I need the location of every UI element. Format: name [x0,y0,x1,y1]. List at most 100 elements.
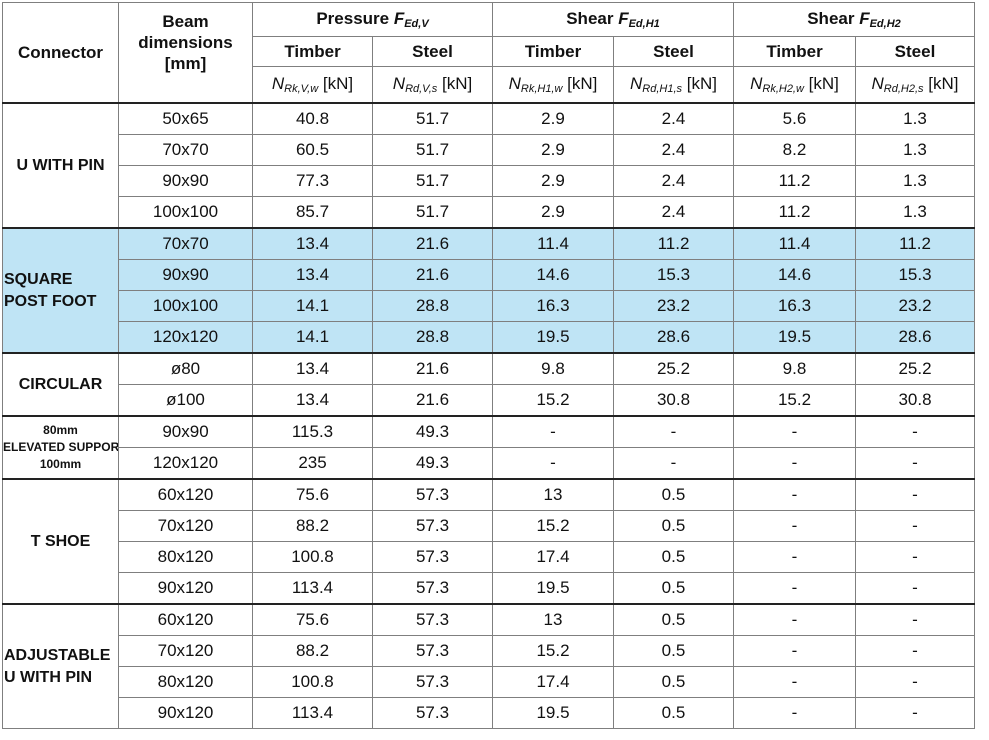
value-cell: 8.2 [733,134,856,166]
value-cell: 2.4 [613,196,734,229]
group-name: Shear [566,9,619,28]
symbol: N [871,74,884,93]
value-cell: 16.3 [733,290,856,322]
connector-name: 80mm [43,423,78,437]
value-cell: 57.3 [372,603,493,636]
value-cell: 100x100 [118,290,253,322]
value-cell: - [733,510,856,542]
value-cell: 30.8 [613,384,734,417]
value-cell: 2.4 [613,134,734,166]
value-cell: 15.2 [492,510,614,542]
value-cell: 30.8 [855,384,975,417]
symbol: N [392,74,406,93]
value-cell: 57.3 [372,635,493,667]
value-cell: - [855,541,975,573]
material-header: Timber [252,36,373,67]
value-cell: 235 [252,447,373,480]
value-cell: 25.2 [855,352,975,385]
value-cell: - [733,666,856,698]
table-row: 100x100 85.7 51.7 2.9 2.4 11.2 1.3 [3,196,975,229]
value-cell: 90x90 [118,165,253,197]
value-cell: - [733,415,856,448]
value-cell: 28.8 [372,290,493,322]
subscript: Ed,V [404,18,429,30]
connector-name: U WITH PIN [4,668,92,686]
value-cell: 51.7 [372,102,493,135]
table-row: 80mm ELEVATED SUPPORT 100mm 90x90 115.3 49.3-… [2,415,975,480]
value-cell: 13.4 [252,259,373,291]
value-cell: - [855,510,975,542]
group-header: Shear FEd,H1 [492,2,734,37]
value-cell: 40.8 [252,102,373,135]
connector-cell: SQUARE POST FOOT [2,227,119,354]
value-cell: 0.5 [613,478,734,511]
connector-name: ELEVATED SUPPORT [3,440,119,454]
value-cell: 19.5 [492,697,614,729]
unit-header: NRd,V,s [kN] [372,66,493,104]
header-row: Timber Steel Timber Steel Timber Steel [3,36,975,67]
table-row: 90x120 113.4 57.3 19.5 0.5- - [3,572,975,605]
connector-cell: ADJUSTABLE U WITH PIN [2,603,119,729]
connector-name: 100mm [39,457,82,471]
table-row: 100x100 14.1 28.8 16.3 23.2 16.3 23.2 [3,290,975,322]
value-cell: 57.3 [372,510,493,542]
value-cell: - [733,697,856,729]
value-cell: 90x120 [118,572,253,605]
value-cell: 14.1 [252,290,373,322]
value-cell: 17.4 [492,666,614,698]
connector-name: U WITH PIN [16,156,105,174]
value-cell: 2.9 [492,134,614,166]
value-cell: 57.3 [372,541,493,573]
value-cell: 113.4 [252,697,373,729]
value-cell: 16.3 [492,290,614,322]
value-cell: 1.3 [855,165,975,197]
value-cell: - [733,635,856,667]
table-row: SQUARE POST FOOT 70x70 13.4 21.6 11.4 11.2 11.4… [2,227,975,354]
value-cell: 5.6 [733,102,856,135]
value-cell: 25.2 [613,352,734,385]
group-name: Pressure [316,9,394,28]
connector-cell: T SHOE [2,478,119,605]
value-cell: 21.6 [372,384,493,417]
unit-header: NRd,H1,s [kN] [613,66,734,104]
value-cell: 0.5 [613,541,734,573]
unit-header: NRk,H1,w [kN] [492,66,614,104]
value-cell: 13.4 [252,352,373,385]
table-header: Connector Beam dimensions [mm] Pressure FEd,… [2,2,975,104]
subscript: Ed,H1 [628,18,660,30]
connector-name: CIRCULAR [18,375,103,393]
value-cell: 60x120 [118,478,253,511]
value-cell: - [855,415,975,448]
value-cell: 51.7 [372,134,493,166]
value-cell: 28.6 [855,321,975,354]
value-cell: 57.3 [372,572,493,605]
table-row: 90x90 13.4 21.6 14.6 15.3 14.6 15.3 [3,259,975,291]
value-cell: - [855,603,975,636]
value-cell: - [855,635,975,667]
table-row: U WITH PIN 50x65 40.8 51.7 2.9 2.4 5.6 1.3 [2,102,975,229]
value-cell: - [855,478,975,511]
value-cell: 14.1 [252,321,373,354]
table-body: U WITH PIN 50x65 40.8 51.7 2.9 2.4 5.6 1.3 70x70… [2,102,975,729]
value-cell: 1.3 [855,196,975,229]
value-cell: ø100 [118,384,253,417]
symbol: N [271,74,285,93]
value-cell: 19.5 [492,572,614,605]
value-cell: 90x90 [118,415,253,448]
symbol: F [393,9,405,28]
connector-name: POST FOOT [4,292,97,310]
subscript: Rd,H1,s [642,83,683,95]
value-cell: 100.8 [252,666,373,698]
header-row: Connector Beam dimensions [mm] Pressure FEd,… [2,2,975,104]
symbol: F [618,9,629,28]
value-cell: 15.2 [492,635,614,667]
value-cell: 49.3 [372,415,493,448]
value-cell: 15.2 [733,384,856,417]
value-cell: 51.7 [372,165,493,197]
value-cell: 57.3 [372,697,493,729]
value-cell: 90x90 [118,259,253,291]
table-row: 90x120 113.4 57.3 19.5 0.5- - [3,697,975,729]
value-cell: 0.5 [613,603,734,636]
value-cell: 11.2 [733,196,856,229]
connector-cell: CIRCULAR [2,352,119,417]
